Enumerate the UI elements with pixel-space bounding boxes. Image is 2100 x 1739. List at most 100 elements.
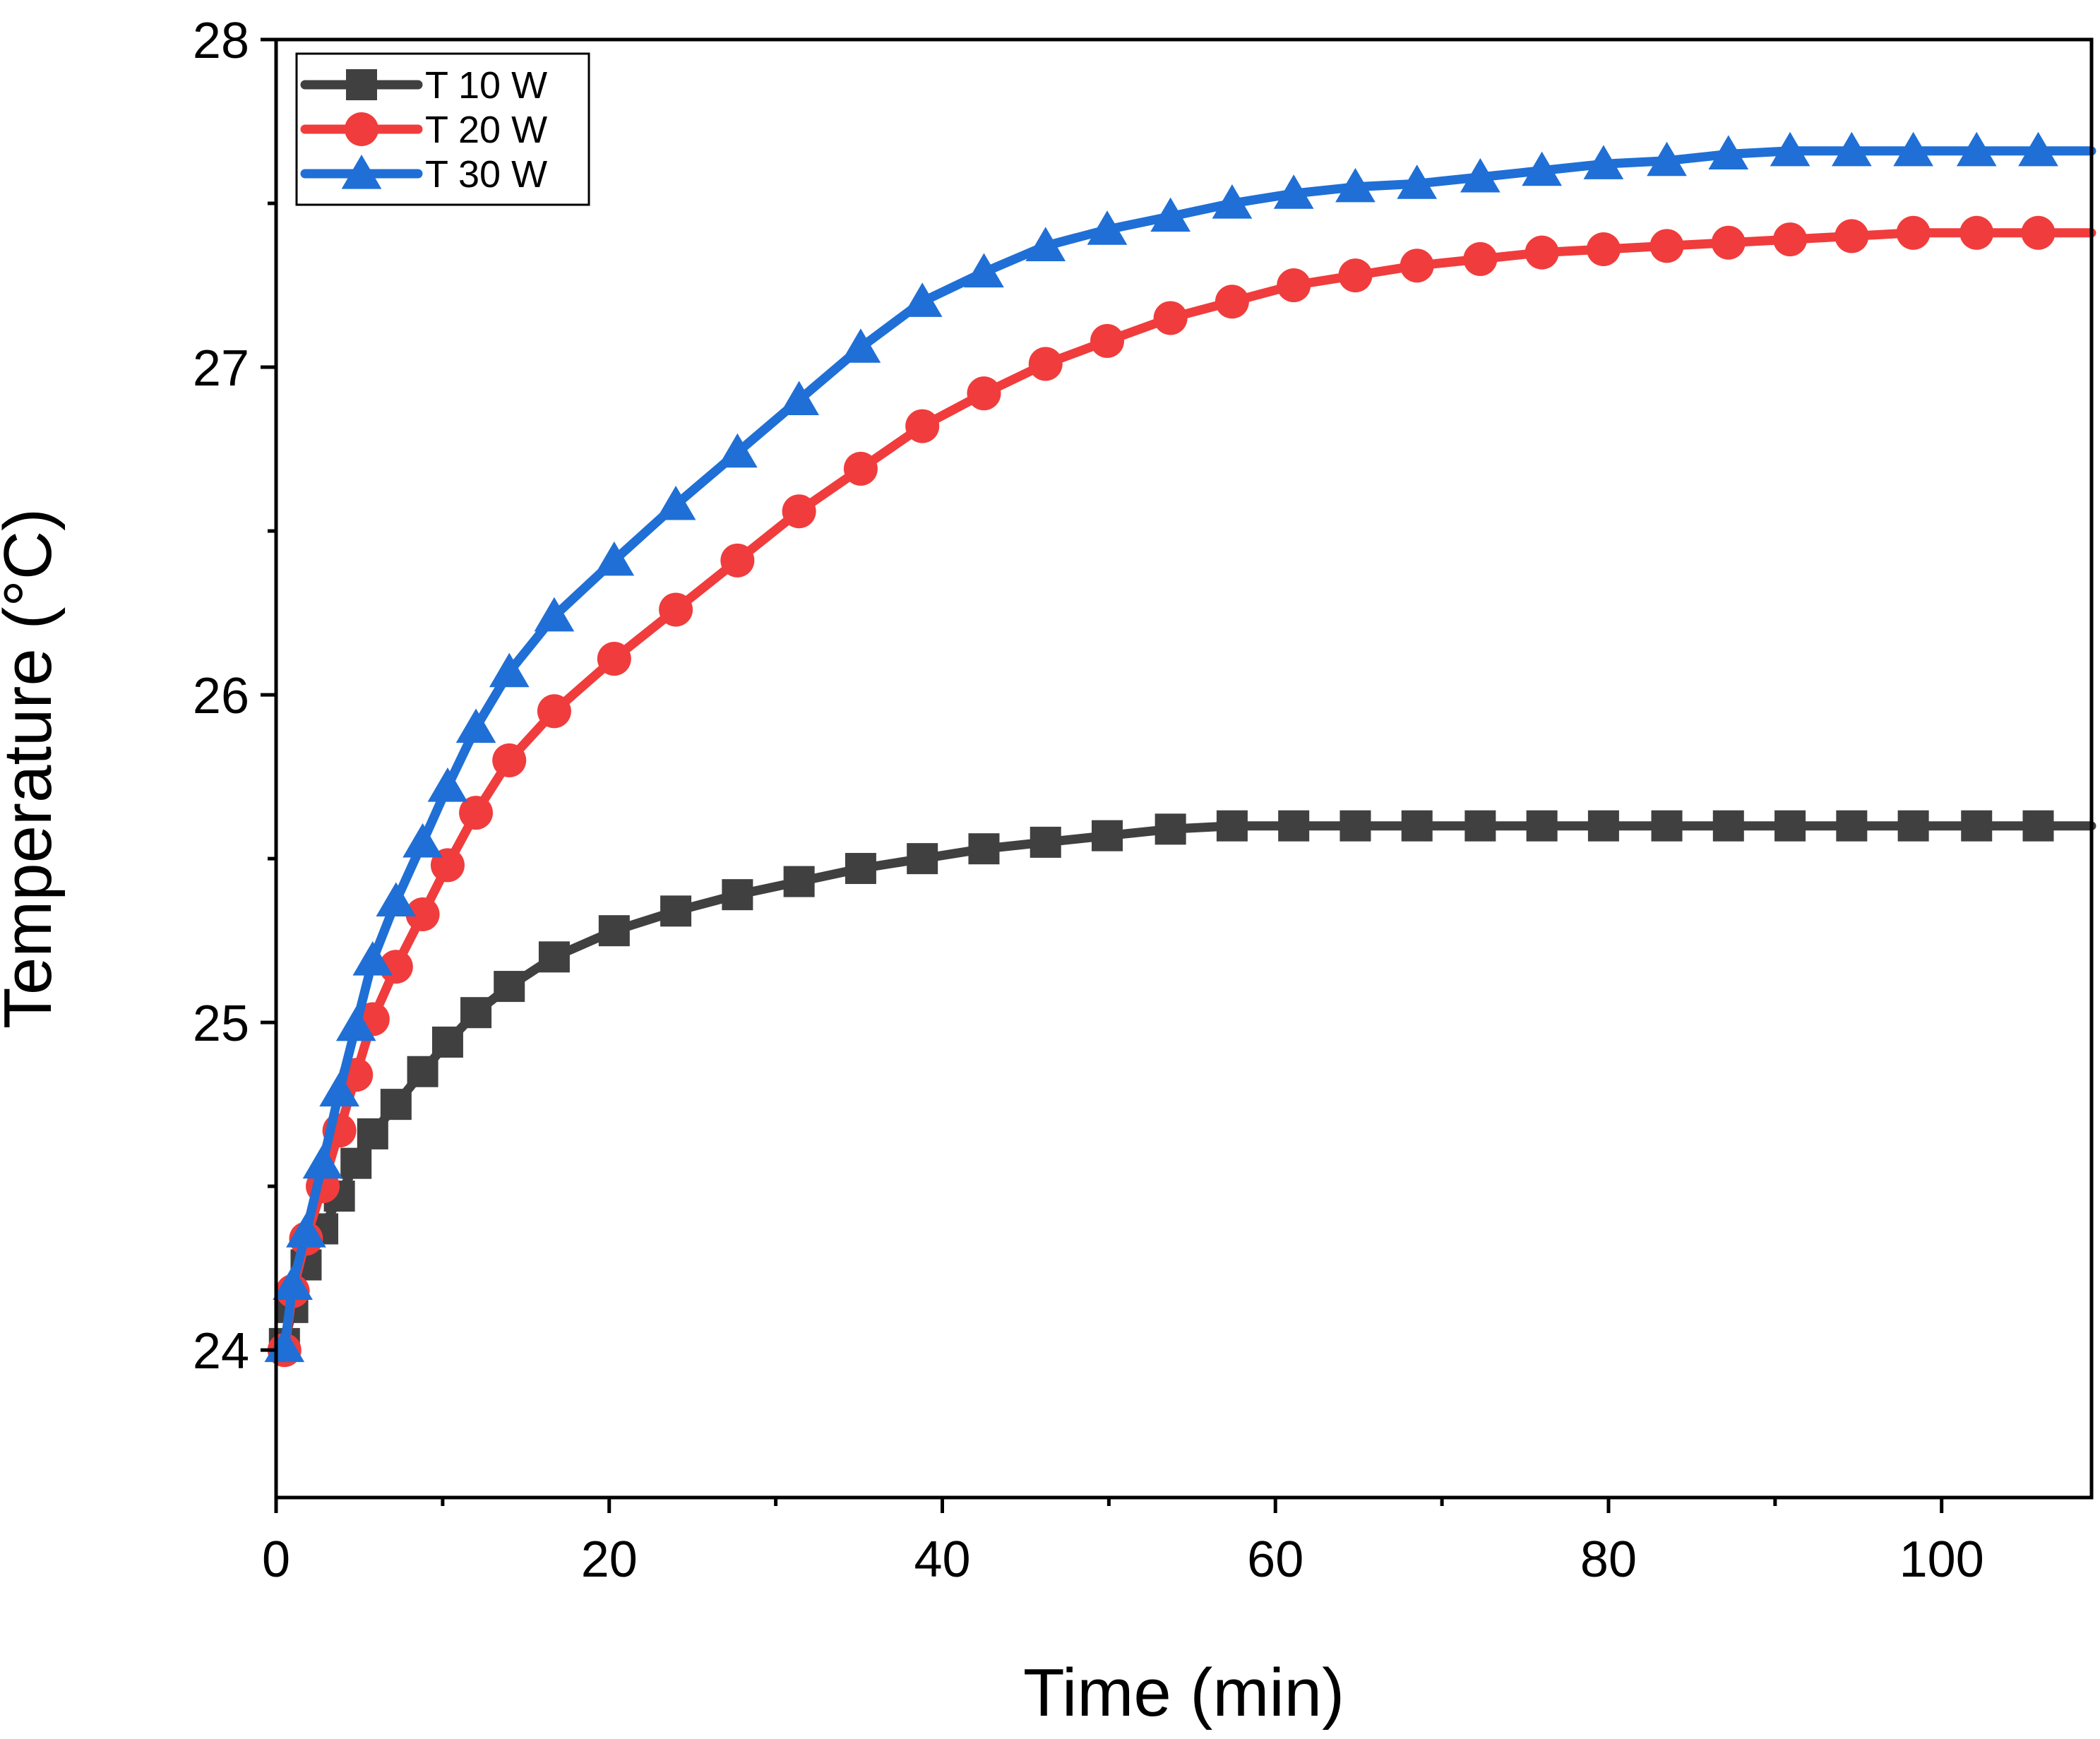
series-1-point-11 bbox=[494, 971, 525, 1003]
series-2-point-21 bbox=[1090, 323, 1124, 358]
series-3-point-33 bbox=[1831, 131, 1872, 167]
plot-frame bbox=[274, 37, 2094, 1500]
series-1-point-6 bbox=[357, 1118, 388, 1149]
x-tick-label-3: 60 bbox=[1247, 1531, 1303, 1588]
series-1-point-12 bbox=[538, 941, 570, 973]
series-line-1 bbox=[280, 821, 2096, 1349]
series-1-point-26 bbox=[1401, 810, 1433, 842]
series-3-point-9 bbox=[427, 767, 468, 802]
series-1-point-24 bbox=[1278, 810, 1310, 842]
series-3-point-18 bbox=[902, 282, 943, 317]
series-3-point-25 bbox=[1335, 167, 1376, 203]
legend-label-2: T 20 W bbox=[425, 109, 547, 151]
series-2-point-36 bbox=[2021, 215, 2056, 250]
series-3-point-20 bbox=[1025, 227, 1066, 261]
legend-marker-3 bbox=[341, 155, 382, 189]
series-1-point-34 bbox=[1897, 810, 1929, 842]
series-1-point-17 bbox=[845, 853, 876, 885]
legend-marker-2 bbox=[345, 112, 378, 146]
x-tick-label-4: 80 bbox=[1580, 1531, 1637, 1588]
series-1-point-25 bbox=[1340, 810, 1371, 842]
series-3-point-31 bbox=[1708, 135, 1749, 170]
series-2-point-14 bbox=[659, 592, 693, 627]
series-2-point-13 bbox=[597, 642, 631, 676]
series-2-point-26 bbox=[1400, 249, 1434, 283]
series-2-point-10 bbox=[459, 796, 494, 830]
series-1-point-27 bbox=[1464, 810, 1496, 842]
y-tick-label-3: 27 bbox=[193, 340, 249, 397]
series-3-point-24 bbox=[1273, 174, 1314, 209]
legend-marker-1 bbox=[346, 69, 377, 100]
series-1-point-14 bbox=[660, 895, 692, 927]
series-2-point-24 bbox=[1277, 268, 1311, 303]
y-tick-label-2: 26 bbox=[193, 668, 249, 724]
series-3-point-11 bbox=[489, 652, 530, 688]
series-3-point-12 bbox=[534, 597, 575, 632]
series-1-point-5 bbox=[340, 1147, 372, 1179]
series-3-point-21 bbox=[1087, 210, 1128, 245]
series-line-2 bbox=[280, 228, 2096, 1355]
legend-item-2: T 20 W bbox=[300, 109, 547, 151]
legend-item-3: T 30 W bbox=[300, 153, 547, 196]
series-1-point-16 bbox=[783, 866, 815, 897]
series-2-point-12 bbox=[537, 694, 571, 729]
series-1-point-21 bbox=[1091, 820, 1123, 851]
series-3-point-29 bbox=[1583, 145, 1624, 179]
series-2-point-18 bbox=[905, 409, 940, 443]
series-3-point-36 bbox=[2018, 131, 2058, 167]
series-1-point-29 bbox=[1587, 810, 1619, 842]
series-2-point-35 bbox=[1959, 215, 1994, 250]
series-3-point-17 bbox=[840, 328, 881, 363]
series-3-point-26 bbox=[1397, 165, 1438, 199]
series-1-point-36 bbox=[2022, 810, 2054, 842]
series-3-point-27 bbox=[1460, 157, 1501, 193]
series-3-point-8 bbox=[402, 823, 443, 858]
series-2-point-30 bbox=[1649, 229, 1684, 263]
series-3-point-30 bbox=[1647, 141, 1687, 177]
series-1-point-13 bbox=[598, 915, 630, 947]
series-1-point-9 bbox=[431, 1026, 463, 1058]
series-3-point-4 bbox=[319, 1072, 359, 1107]
series-1-point-22 bbox=[1155, 813, 1186, 845]
series-3-point-13 bbox=[594, 541, 635, 576]
series-3-point-28 bbox=[1522, 151, 1562, 186]
y-tick-label-1: 25 bbox=[193, 996, 249, 1052]
series-layer bbox=[264, 131, 2096, 1368]
y-tick-label-0: 24 bbox=[193, 1323, 249, 1380]
series-1-point-32 bbox=[1774, 810, 1806, 842]
series-3 bbox=[264, 131, 2096, 1363]
series-1-point-35 bbox=[1961, 810, 1993, 842]
series-2-point-22 bbox=[1153, 301, 1188, 335]
series-1-point-18 bbox=[907, 843, 938, 875]
series-3-point-7 bbox=[376, 882, 417, 917]
series-3-point-5 bbox=[335, 1006, 376, 1041]
series-2-point-33 bbox=[1834, 219, 1869, 253]
series-2-point-29 bbox=[1586, 232, 1621, 266]
series-2-point-17 bbox=[843, 451, 878, 486]
series-2-point-15 bbox=[720, 543, 755, 578]
series-1-point-7 bbox=[380, 1089, 412, 1121]
series-3-point-14 bbox=[655, 485, 696, 520]
series-3-point-19 bbox=[964, 253, 1004, 288]
series-2-point-28 bbox=[1525, 235, 1559, 270]
series-2-point-19 bbox=[967, 376, 1001, 411]
series-1-point-33 bbox=[1836, 810, 1868, 842]
series-1-point-15 bbox=[722, 879, 753, 911]
series-3-point-2 bbox=[286, 1213, 326, 1248]
x-tick-label-2: 40 bbox=[914, 1531, 970, 1588]
x-axis-title: Time (min) bbox=[1023, 1655, 1344, 1731]
legend: T 10 WT 20 WT 30 W bbox=[295, 52, 590, 206]
legend-item-1: T 10 W bbox=[300, 64, 547, 107]
series-3-point-23 bbox=[1212, 184, 1253, 219]
series-2-point-31 bbox=[1711, 225, 1746, 260]
series-line-3 bbox=[280, 146, 2096, 1351]
series-3-point-3 bbox=[302, 1144, 343, 1179]
legend-label-3: T 30 W bbox=[425, 153, 547, 196]
series-3-point-32 bbox=[1770, 131, 1810, 167]
y-axis-title: Temperature (°C) bbox=[0, 508, 66, 1029]
series-1-point-8 bbox=[407, 1056, 439, 1087]
series-2-point-16 bbox=[782, 494, 816, 529]
y-tick-label-4: 28 bbox=[193, 13, 249, 69]
